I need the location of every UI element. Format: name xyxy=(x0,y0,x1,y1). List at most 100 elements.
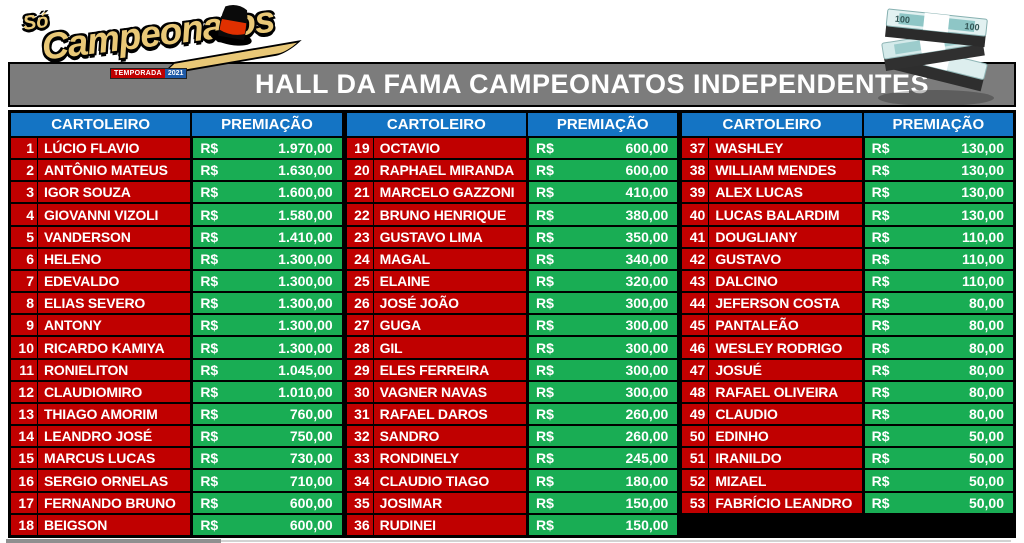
amount-value: 300,00 xyxy=(625,361,669,378)
rank-cell: 7 xyxy=(10,269,37,293)
amount-value: 600,00 xyxy=(289,516,333,533)
season-badge: TEMPORADA 2021 xyxy=(110,68,188,79)
amount-value: 80,00 xyxy=(968,361,1005,378)
rank-cell: 31 xyxy=(345,402,373,426)
rank-cell: 27 xyxy=(345,314,373,337)
table-row: 42 GUSTAVO R$ 110,00 xyxy=(681,247,1015,270)
currency-label: R$ xyxy=(535,250,554,267)
column-header-premiacao: PREMIAÇÃO xyxy=(862,112,1014,137)
rank-cell: 51 xyxy=(681,447,709,470)
column-header-cartoleiro: CARTOLEIRO xyxy=(681,112,863,137)
currency-label: R$ xyxy=(871,317,890,334)
player-name-cell: GIL xyxy=(372,336,527,359)
prize-cell: R$ 300,00 xyxy=(526,358,679,381)
prize-cell: R$ 80,00 xyxy=(862,292,1015,315)
amount-value: 750,00 xyxy=(289,428,333,445)
amount-value: 50,00 xyxy=(968,494,1005,511)
table-row: 29 ELES FERREIRA R$ 300,00 xyxy=(345,358,679,381)
table-row: 34 CLAUDIO TIAGO R$ 180,00 xyxy=(345,469,679,492)
prize-cell: R$ 1.630,00 xyxy=(191,159,343,182)
prize-cell: R$ 110,00 xyxy=(862,269,1015,293)
rank-cell: 45 xyxy=(681,314,709,337)
currency-label: R$ xyxy=(200,383,219,400)
column-header-premiacao: PREMIAÇÃO xyxy=(191,112,343,137)
rank-cell: 8 xyxy=(10,292,37,315)
player-name-cell: IGOR SOUZA xyxy=(37,181,192,204)
currency-label: R$ xyxy=(200,361,219,378)
rank-cell: 18 xyxy=(10,513,37,536)
rank-cell: 43 xyxy=(681,269,709,293)
currency-label: R$ xyxy=(871,273,890,290)
table-row: 4 GIOVANNI VIZOLI R$ 1.580,00 xyxy=(10,203,343,226)
player-name-cell: HELENO xyxy=(37,247,192,270)
table-row: 16 SERGIO ORNELAS R$ 710,00 xyxy=(10,469,343,492)
currency-label: R$ xyxy=(871,406,890,423)
rank-cell: 35 xyxy=(345,491,373,514)
badge-year-label: 2021 xyxy=(164,69,187,78)
table-row: 6 HELENO R$ 1.300,00 xyxy=(10,247,343,270)
currency-label: R$ xyxy=(200,250,219,267)
prize-cell: R$ 600,00 xyxy=(526,137,679,160)
player-name-cell: GUSTAVO xyxy=(708,247,863,270)
column-header-row: CARTOLEIRO PREMIAÇÃO xyxy=(345,112,679,137)
currency-label: R$ xyxy=(535,184,554,201)
rank-cell: 46 xyxy=(681,336,709,359)
badge-season-label: TEMPORADA xyxy=(111,69,165,78)
currency-label: R$ xyxy=(871,450,890,467)
amount-value: 260,00 xyxy=(625,406,669,423)
currency-label: R$ xyxy=(535,339,554,356)
rows-group-1: 1 LÚCIO FLAVIO R$ 1.970,00 2 ANTÔNIO MATEUS R$… xyxy=(10,137,343,536)
column-header-row: CARTOLEIRO PREMIAÇÃO xyxy=(681,112,1014,137)
table-row: 24 MAGAL R$ 340,00 xyxy=(345,247,679,270)
title-bar: HALL DA FAMA CAMPEONATOS INDEPENDENTES xyxy=(8,62,1016,107)
rank-cell: 28 xyxy=(345,336,373,359)
currency-label: R$ xyxy=(535,206,554,223)
amount-value: 600,00 xyxy=(625,162,669,179)
currency-label: R$ xyxy=(871,361,890,378)
prize-cell: R$ 1.580,00 xyxy=(191,203,343,226)
table-row: 53 FABRÍCIO LEANDRO R$ 50,00 xyxy=(681,491,1015,514)
prize-cell: R$ 340,00 xyxy=(526,247,679,270)
currency-label: R$ xyxy=(200,317,219,334)
player-name-cell: SANDRO xyxy=(372,425,527,448)
rank-cell: 52 xyxy=(681,469,709,492)
table-row: 25 ELAINE R$ 320,00 xyxy=(345,269,679,293)
currency-label: R$ xyxy=(871,339,890,356)
prize-cell: R$ 300,00 xyxy=(526,314,679,337)
amount-value: 1.970,00 xyxy=(278,140,333,157)
prize-cell: R$ 110,00 xyxy=(862,225,1015,248)
currency-label: R$ xyxy=(535,162,554,179)
empty-black-cell xyxy=(681,513,1015,536)
hall-da-fama-table: CARTOLEIRO PREMIAÇÃO 1 LÚCIO FLAVIO R$ 1.97… xyxy=(8,110,1016,538)
column-header-cartoleiro: CARTOLEIRO xyxy=(345,112,527,137)
currency-label: R$ xyxy=(535,361,554,378)
prize-cell: R$ 300,00 xyxy=(526,292,679,315)
table-row: 23 GUSTAVO LIMA R$ 350,00 xyxy=(345,225,679,248)
currency-label: R$ xyxy=(200,450,219,467)
so-campeonatos-logo: Só Campeonatos TEMPORADA 2021 xyxy=(14,0,302,106)
player-name-cell: FERNANDO BRUNO xyxy=(37,491,192,514)
player-name-cell: OCTAVIO xyxy=(372,137,527,160)
prize-cell: R$ 300,00 xyxy=(526,336,679,359)
prize-cell: R$ 50,00 xyxy=(862,491,1015,514)
table-group-3: CARTOLEIRO PREMIAÇÃO 37 WASHLEY R$ 130,00 38… xyxy=(681,112,1015,536)
amount-value: 600,00 xyxy=(289,494,333,511)
player-name-cell: EDINHO xyxy=(708,425,863,448)
player-name-cell: RONIELITON xyxy=(37,358,192,381)
amount-value: 300,00 xyxy=(625,317,669,334)
rank-cell: 37 xyxy=(681,137,709,160)
table-row: 8 ELIAS SEVERO R$ 1.300,00 xyxy=(10,292,343,315)
table-row: 48 RAFAEL OLIVEIRA R$ 80,00 xyxy=(681,380,1015,403)
amount-value: 760,00 xyxy=(289,406,333,423)
table-row: 32 SANDRO R$ 260,00 xyxy=(345,425,679,448)
player-name-cell: WILLIAM MENDES xyxy=(708,159,863,182)
table-row: 15 MARCUS LUCAS R$ 730,00 xyxy=(10,447,343,470)
player-name-cell: EDEVALDO xyxy=(37,269,192,293)
prize-cell: R$ 1.300,00 xyxy=(191,269,343,293)
currency-label: R$ xyxy=(871,162,890,179)
column-header-row: CARTOLEIRO PREMIAÇÃO xyxy=(10,112,343,137)
prize-cell: R$ 130,00 xyxy=(862,159,1015,182)
amount-value: 50,00 xyxy=(968,472,1005,489)
amount-value: 1.630,00 xyxy=(278,162,333,179)
rows-group-3: 37 WASHLEY R$ 130,00 38 WILLIAM MENDES R$ 130,0… xyxy=(681,137,1015,536)
